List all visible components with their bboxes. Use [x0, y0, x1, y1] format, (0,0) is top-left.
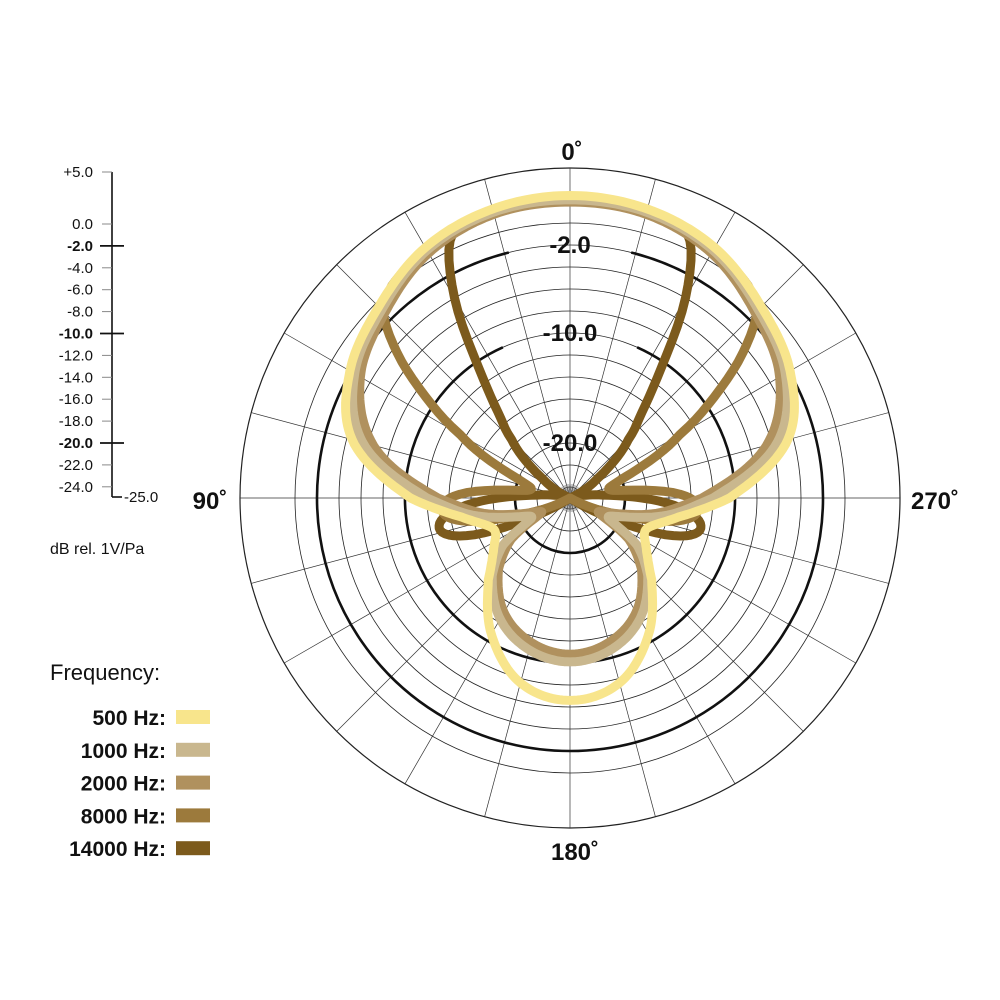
scale-tick-label: -14.0	[59, 369, 93, 386]
scale-tick-label: -22.0	[59, 457, 93, 474]
legend-swatch	[176, 808, 210, 823]
angle-label: 90˚	[193, 488, 228, 515]
ring-label: -10.0	[543, 320, 598, 347]
scale-tick-label: -18.0	[59, 413, 93, 430]
series-line-1000hz	[348, 195, 792, 667]
ring-label: -20.0	[543, 430, 598, 457]
ring-label: -2.0	[549, 232, 590, 259]
legend-swatch	[176, 742, 210, 757]
scale-tick-label: -4.0	[67, 260, 93, 277]
scale-tick-label: -20.0	[59, 435, 93, 452]
series-line-500hz	[341, 191, 799, 705]
scale-tick-label: -2.0	[67, 238, 93, 255]
series-line-2000hz	[355, 197, 785, 659]
legend-label: 1000 Hz:	[81, 740, 166, 763]
major-ring	[315, 251, 825, 753]
scale-tick-label: +5.0	[63, 164, 93, 181]
angle-label: 180˚	[551, 839, 599, 866]
legend-label: 2000 Hz:	[81, 773, 166, 796]
scale-tick-label: -8.0	[67, 304, 93, 321]
scale-axis-bottom-label: -25.0	[124, 489, 158, 506]
scale-tick-label: -16.0	[59, 391, 93, 408]
scale-unit-label: dB rel. 1V/Pa	[50, 541, 144, 558]
legend-swatch	[176, 841, 210, 856]
legend-swatch	[176, 710, 210, 724]
scale-tick-label: -10.0	[59, 326, 93, 343]
scale-tick-label: 0.0	[72, 216, 93, 233]
legend-label: 500 Hz:	[92, 707, 166, 730]
scale-tick-label: -24.0	[59, 479, 93, 496]
scale-tick-label: -12.0	[59, 347, 93, 364]
major-ring	[513, 474, 627, 555]
legend-title: Frequency:	[50, 660, 160, 685]
grid-spoke	[569, 179, 656, 499]
legend-label: 8000 Hz:	[81, 805, 166, 828]
scale-tick-label: -6.0	[67, 282, 93, 299]
angle-label: 0˚	[561, 139, 582, 166]
legend-label: 14000 Hz:	[69, 838, 166, 861]
legend-swatch	[176, 775, 210, 790]
angle-label: 270˚	[911, 488, 959, 515]
grid-spoke	[484, 179, 571, 499]
